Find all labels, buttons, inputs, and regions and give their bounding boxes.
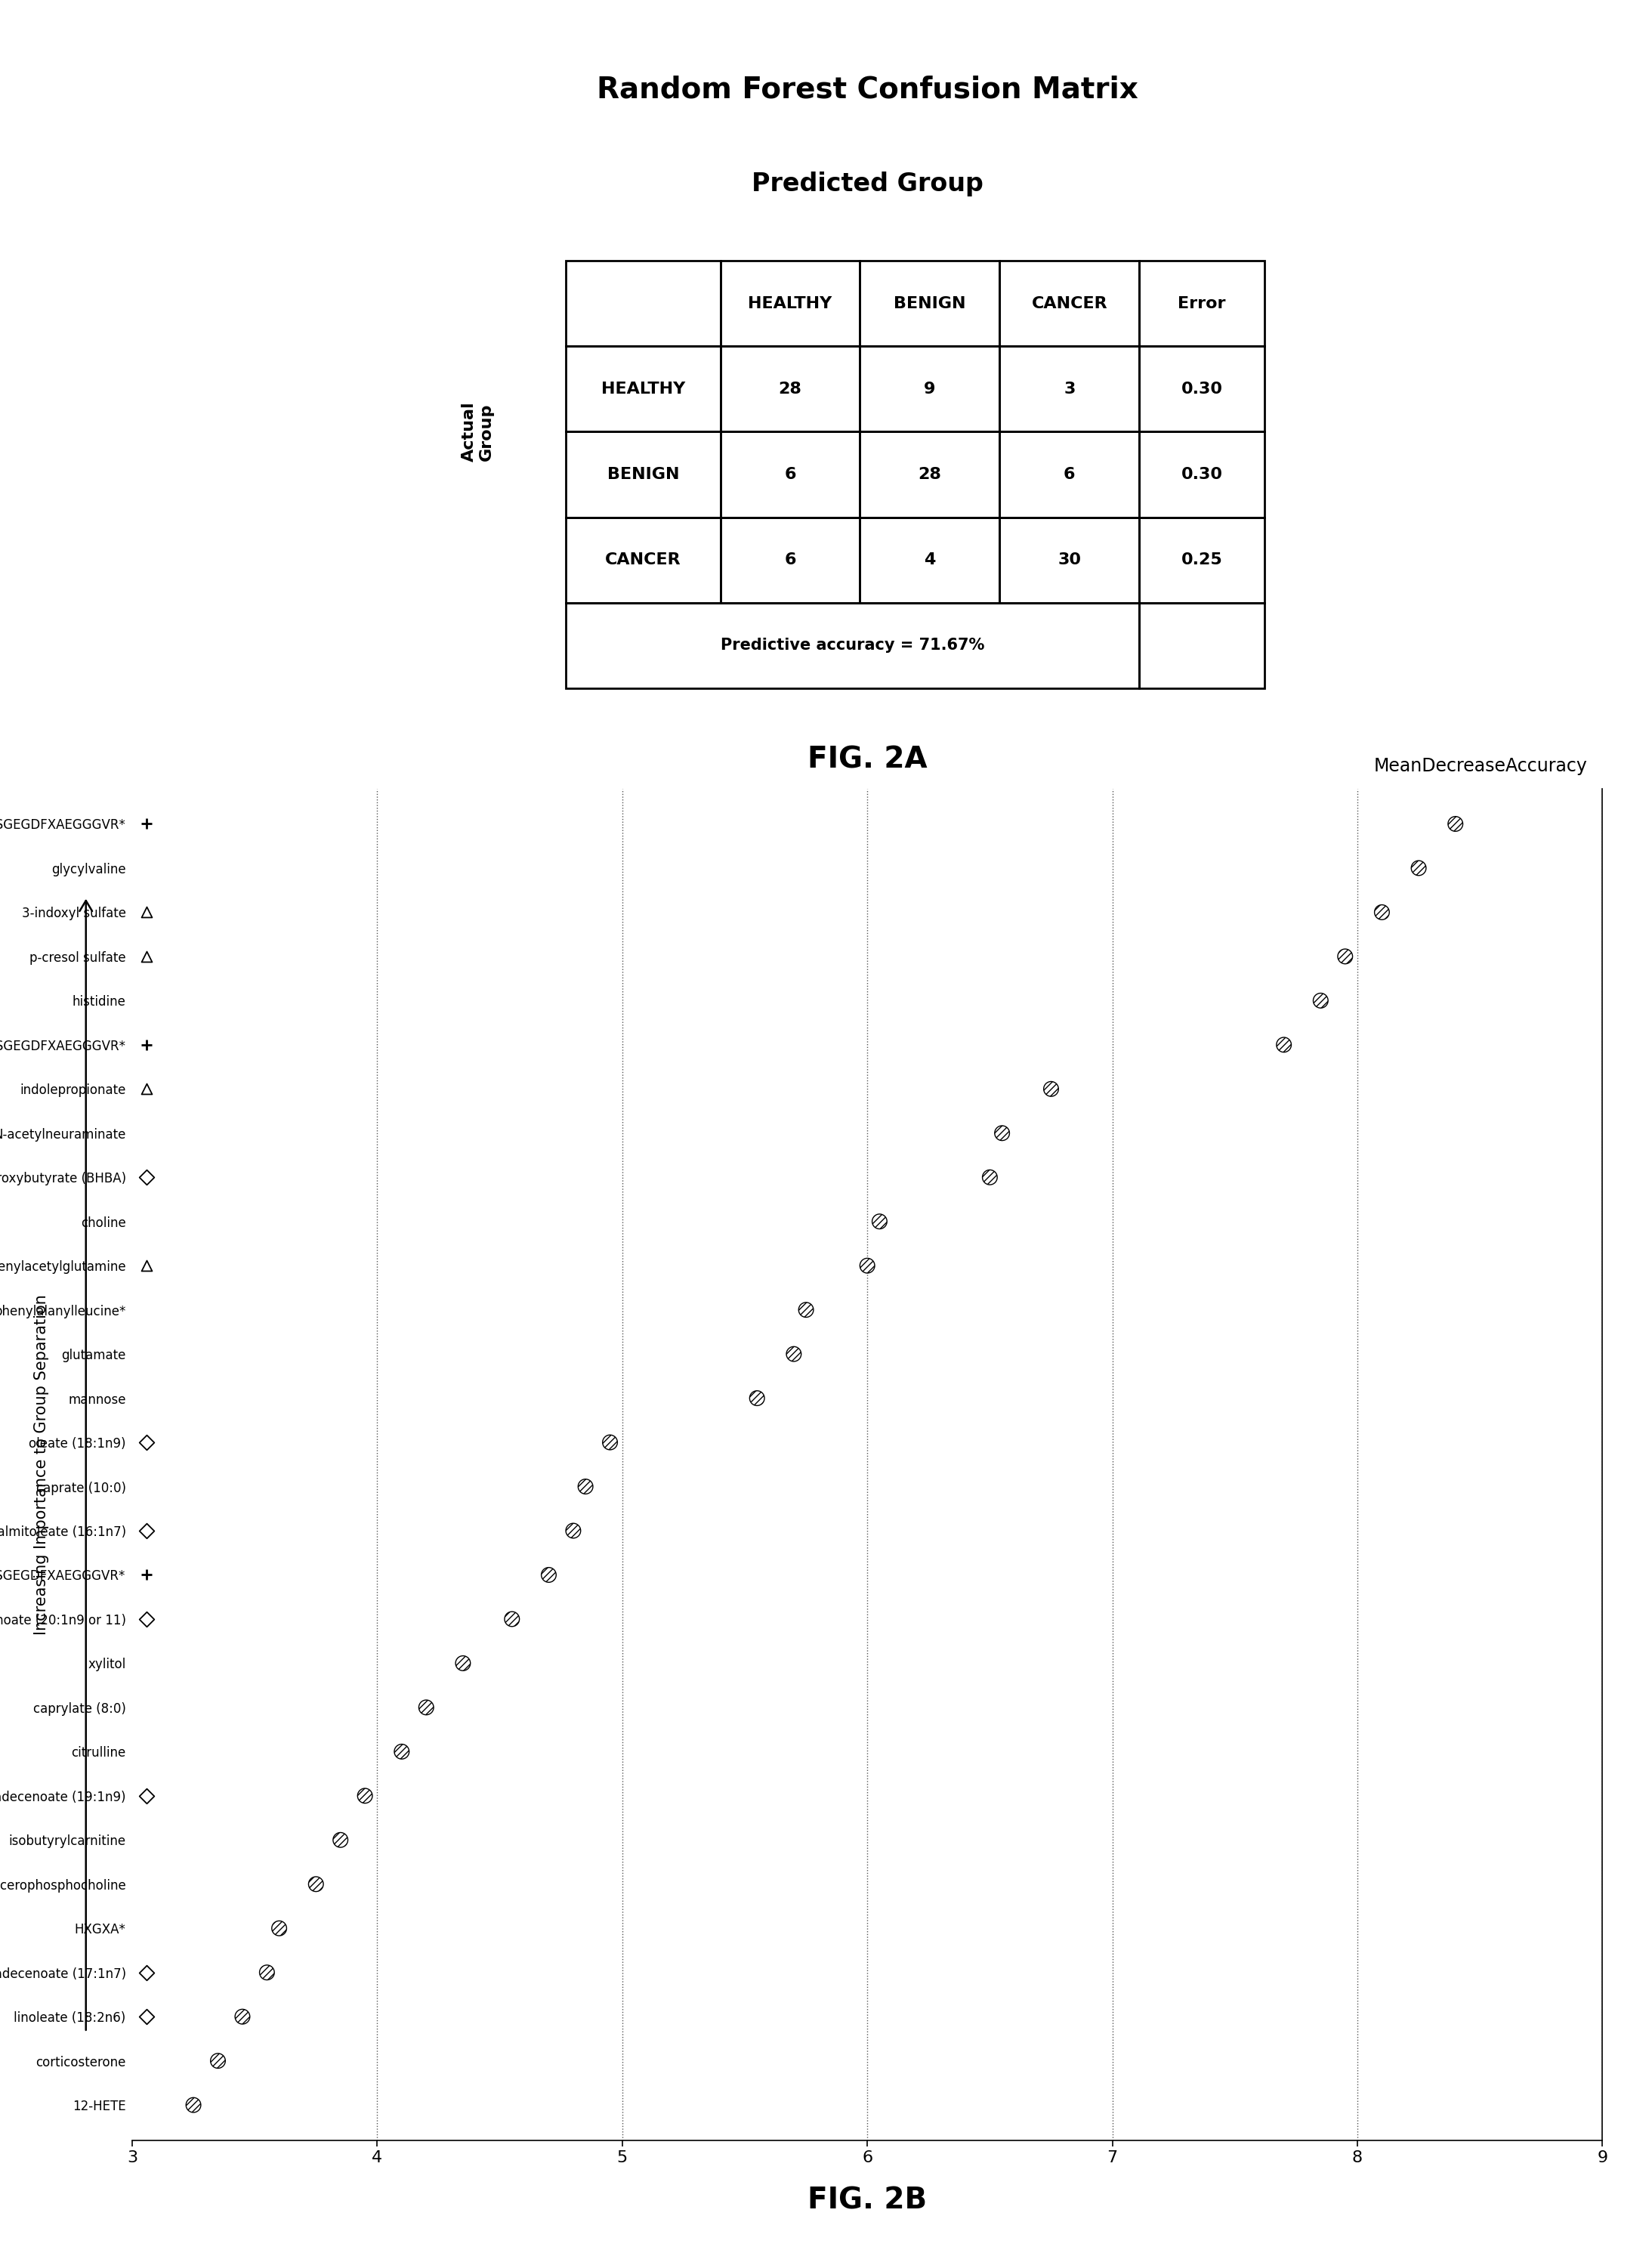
Point xyxy=(134,894,160,930)
Point xyxy=(134,1998,160,2034)
Point xyxy=(1307,982,1333,1018)
Bar xyxy=(567,518,720,604)
Text: 6: 6 xyxy=(1064,466,1075,482)
Text: 30: 30 xyxy=(1057,552,1080,568)
Point xyxy=(596,1424,623,1460)
Point xyxy=(134,940,160,976)
Point xyxy=(1406,849,1432,885)
Text: CANCER: CANCER xyxy=(605,552,681,568)
Text: FIG. 2A: FIG. 2A xyxy=(808,746,927,773)
Point xyxy=(230,1998,256,2034)
Point xyxy=(388,1733,415,1769)
Point xyxy=(1442,807,1469,843)
Text: BENIGN: BENIGN xyxy=(894,295,966,311)
Point xyxy=(327,1823,354,1859)
Text: MeanDecreaseAccuracy: MeanDecreaseAccuracy xyxy=(1374,757,1588,775)
Text: Increasing Importance to Group Separation: Increasing Importance to Group Separatio… xyxy=(33,1293,50,1636)
Point xyxy=(743,1381,770,1417)
Bar xyxy=(999,261,1140,347)
Point xyxy=(134,1602,160,1638)
Point xyxy=(1037,1070,1064,1106)
Point xyxy=(134,1248,160,1284)
Point xyxy=(254,1953,281,1989)
Bar xyxy=(567,602,1140,687)
Text: 28: 28 xyxy=(919,466,942,482)
Point xyxy=(1270,1027,1297,1063)
Bar xyxy=(999,518,1140,604)
Text: 6: 6 xyxy=(785,466,796,482)
Point xyxy=(976,1160,1003,1196)
Point xyxy=(499,1602,525,1638)
Text: 3: 3 xyxy=(1064,381,1075,397)
Text: HEALTHY: HEALTHY xyxy=(601,381,686,397)
Text: HEALTHY: HEALTHY xyxy=(748,295,833,311)
Text: Actual
Group: Actual Group xyxy=(461,401,494,462)
Point xyxy=(302,1865,329,1902)
Bar xyxy=(1140,518,1264,604)
Point xyxy=(134,1953,160,1989)
Text: 0.30: 0.30 xyxy=(1181,381,1222,397)
Bar xyxy=(720,261,861,347)
Text: 9: 9 xyxy=(923,381,935,397)
Bar xyxy=(567,347,720,433)
Bar xyxy=(720,433,861,518)
Bar xyxy=(1140,347,1264,433)
Bar xyxy=(861,347,999,433)
Bar xyxy=(999,347,1140,433)
Bar xyxy=(861,518,999,604)
Text: 6: 6 xyxy=(785,552,796,568)
Bar xyxy=(861,433,999,518)
Point xyxy=(780,1336,806,1372)
Text: 4: 4 xyxy=(923,552,935,568)
Point xyxy=(793,1291,819,1327)
Bar xyxy=(1140,602,1264,687)
X-axis label: FIG. 2B: FIG. 2B xyxy=(808,2185,927,2215)
Point xyxy=(134,1512,160,1548)
Bar xyxy=(1140,433,1264,518)
Text: 28: 28 xyxy=(778,381,801,397)
Point xyxy=(134,1070,160,1106)
Point xyxy=(449,1645,476,1681)
Bar xyxy=(567,261,720,347)
Point xyxy=(352,1778,378,1814)
Point xyxy=(205,2043,231,2080)
Text: Predictive accuracy = 71.67%: Predictive accuracy = 71.67% xyxy=(720,638,985,653)
Point xyxy=(134,1778,160,1814)
Point xyxy=(572,1469,598,1505)
Text: 0.30: 0.30 xyxy=(1181,466,1222,482)
Point xyxy=(180,2086,206,2122)
Point xyxy=(990,1115,1016,1151)
Point xyxy=(854,1248,881,1284)
Point xyxy=(413,1690,439,1726)
Text: Error: Error xyxy=(1178,295,1226,311)
Point xyxy=(535,1557,562,1593)
Point xyxy=(1332,940,1358,976)
Point xyxy=(134,1424,160,1460)
Bar xyxy=(720,518,861,604)
Bar xyxy=(999,433,1140,518)
Bar xyxy=(720,347,861,433)
Text: Predicted Group: Predicted Group xyxy=(752,171,983,196)
Bar xyxy=(1140,261,1264,347)
Point xyxy=(266,1911,292,1947)
Text: 0.25: 0.25 xyxy=(1181,552,1222,568)
Bar xyxy=(861,261,999,347)
Point xyxy=(1368,894,1394,930)
Point xyxy=(134,1160,160,1196)
Text: BENIGN: BENIGN xyxy=(606,466,679,482)
Bar xyxy=(567,433,720,518)
Point xyxy=(560,1512,586,1548)
Text: Random Forest Confusion Matrix: Random Forest Confusion Matrix xyxy=(596,74,1138,104)
Point xyxy=(866,1203,892,1239)
Text: CANCER: CANCER xyxy=(1031,295,1107,311)
